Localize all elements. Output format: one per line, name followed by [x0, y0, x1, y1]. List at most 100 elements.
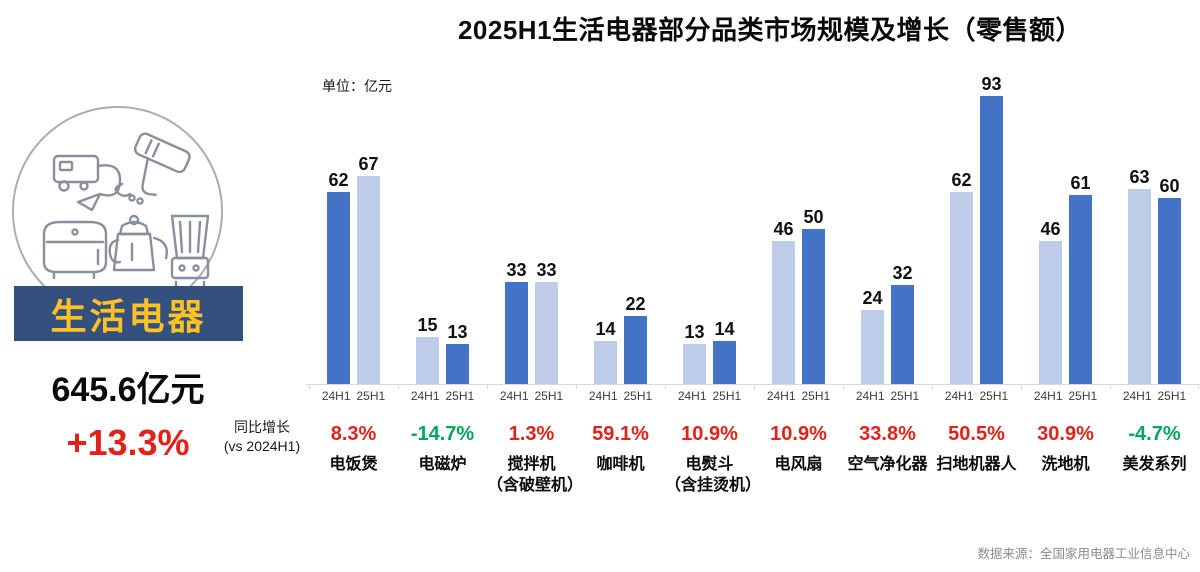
category-label: 搅拌机 （含破壁机）	[487, 456, 584, 494]
series-tick-label-cell: 24H1 25H1	[932, 389, 1021, 403]
bar-group: 46 50	[754, 0, 843, 384]
growth-value: -14.7%	[410, 423, 475, 445]
bar-value-label: 22	[625, 294, 646, 314]
axis-tick	[843, 384, 844, 389]
series-tick-label: 25H1	[979, 389, 1009, 403]
appliances-illustration-circle	[12, 106, 223, 317]
bar-value-label: 93	[981, 74, 1002, 94]
kettle-icon	[108, 214, 168, 272]
axis-tick	[309, 384, 310, 389]
bar-value-label: 33	[506, 260, 527, 280]
series-tick-label: 24H1	[1122, 389, 1152, 403]
bar-24h1	[416, 337, 439, 384]
bar-pair: 46 61	[1039, 174, 1092, 384]
bar-24h1	[1039, 241, 1062, 384]
bar-chart-plot-area: 62 67 15 13 33 33 14 22 13 14 46 50 24 32 62 93 46 61 63 60	[309, 0, 1199, 384]
bar-value-label: 67	[358, 154, 379, 174]
unit-label: 单位：亿元	[322, 78, 392, 94]
series-tick-label-cell: 24H1 25H1	[398, 389, 487, 403]
axis-tick	[1110, 384, 1111, 389]
bar-25h1-column: 60	[1158, 177, 1181, 384]
category-label: 电风扇	[774, 456, 823, 473]
category-label: 美发系列	[1122, 456, 1187, 473]
series-tick-label: 24H1	[766, 389, 796, 403]
bar-25h1	[1158, 198, 1181, 384]
bar-24h1-column: 46	[1039, 220, 1062, 384]
bar-25h1	[624, 316, 647, 384]
series-tick-label: 24H1	[855, 389, 885, 403]
series-tick-label: 25H1	[712, 389, 742, 403]
series-tick-label: 25H1	[1068, 389, 1098, 403]
axis-tick	[754, 384, 755, 389]
growth-value: 33.8%	[859, 423, 916, 445]
bar-value-label: 33	[536, 260, 557, 280]
series-tick-label: 25H1	[1157, 389, 1187, 403]
series-tick-label-cell: 24H1 25H1	[843, 389, 932, 403]
series-tick-label: 25H1	[623, 389, 653, 403]
bar-24h1	[950, 192, 973, 384]
category-label: 洗地机	[1041, 456, 1090, 473]
category-label: 电饭煲	[329, 456, 378, 473]
series-tick-label-cell: 24H1 25H1	[1110, 389, 1199, 403]
growth-value: 10.9%	[681, 423, 738, 445]
axis-tick	[932, 384, 933, 389]
rice-cooker-icon	[42, 220, 108, 280]
series-tick-label-cell: 24H1 25H1	[1021, 389, 1110, 403]
growth-value: 1.3%	[508, 423, 555, 445]
bar-25h1	[980, 96, 1003, 384]
series-tick-label: 24H1	[321, 389, 351, 403]
x-axis-line	[306, 384, 1200, 385]
bar-value-label: 62	[328, 170, 349, 190]
cord-icon	[114, 182, 132, 197]
growth-header-line2: (vs 2024H1)	[223, 437, 301, 454]
series-tick-label-cell: 24H1 25H1	[665, 389, 754, 403]
bar-24h1-column: 33	[505, 261, 528, 384]
bar-24h1	[683, 344, 706, 384]
series-tick-label-cell: 24H1 25H1	[576, 389, 665, 403]
page-title: 2025H1生活电器部分品类市场规模及增长（零售额）	[457, 15, 1083, 45]
bar-25h1	[1069, 195, 1092, 384]
bar-group: 46 61	[1021, 0, 1110, 384]
bar-value-label: 14	[595, 319, 616, 339]
growth-value: 59.1%	[592, 423, 649, 445]
bar-group: 14 22	[576, 0, 665, 384]
series-tick-label: 24H1	[677, 389, 707, 403]
growth-values-row: 8.3% -14.7% 1.3% 59.1% 10.9% 10.9% 33.8% 50.5% 3…	[309, 422, 1199, 446]
bar-24h1	[861, 310, 884, 384]
axis-tick	[398, 384, 399, 389]
growth-value: 10.9%	[770, 423, 827, 445]
bar-pair: 24 32	[861, 264, 914, 384]
bar-pair: 13 14	[683, 320, 736, 384]
bar-25h1-column: 67	[357, 155, 380, 384]
series-tick-label-cell: 24H1 25H1	[309, 389, 398, 403]
bar-value-label: 14	[714, 319, 735, 339]
x-axis-ticks	[309, 384, 1199, 389]
bar-24h1-column: 63	[1128, 168, 1151, 384]
bar-25h1	[713, 341, 736, 384]
bar-25h1-column: 33	[535, 261, 558, 384]
bar-25h1	[446, 344, 469, 384]
axis-tick	[576, 384, 577, 389]
series-tick-label: 24H1	[410, 389, 440, 403]
series-tick-label: 24H1	[499, 389, 529, 403]
bar-24h1	[594, 341, 617, 384]
data-source-note: 数据来源：全国家用电器工业信息中心	[977, 547, 1190, 561]
series-tick-label: 24H1	[944, 389, 974, 403]
bar-24h1-column: 13	[683, 323, 706, 384]
cord-loop	[136, 197, 144, 205]
bar-value-label: 62	[951, 170, 972, 190]
bar-24h1-column: 14	[594, 320, 617, 384]
bar-value-label: 63	[1129, 167, 1150, 187]
cord-loop	[128, 194, 136, 202]
bar-pair: 33 33	[505, 261, 558, 384]
hair-dryer-icon	[133, 132, 191, 196]
bar-value-label: 46	[773, 219, 794, 239]
growth-value: -4.7%	[1128, 423, 1181, 445]
bar-25h1	[535, 282, 558, 384]
bar-value-label: 32	[892, 263, 913, 283]
appliance-icons	[42, 132, 210, 288]
bar-value-label: 50	[803, 207, 824, 227]
category-label: 扫地机器人	[936, 456, 1017, 473]
bar-value-label: 60	[1159, 176, 1180, 196]
